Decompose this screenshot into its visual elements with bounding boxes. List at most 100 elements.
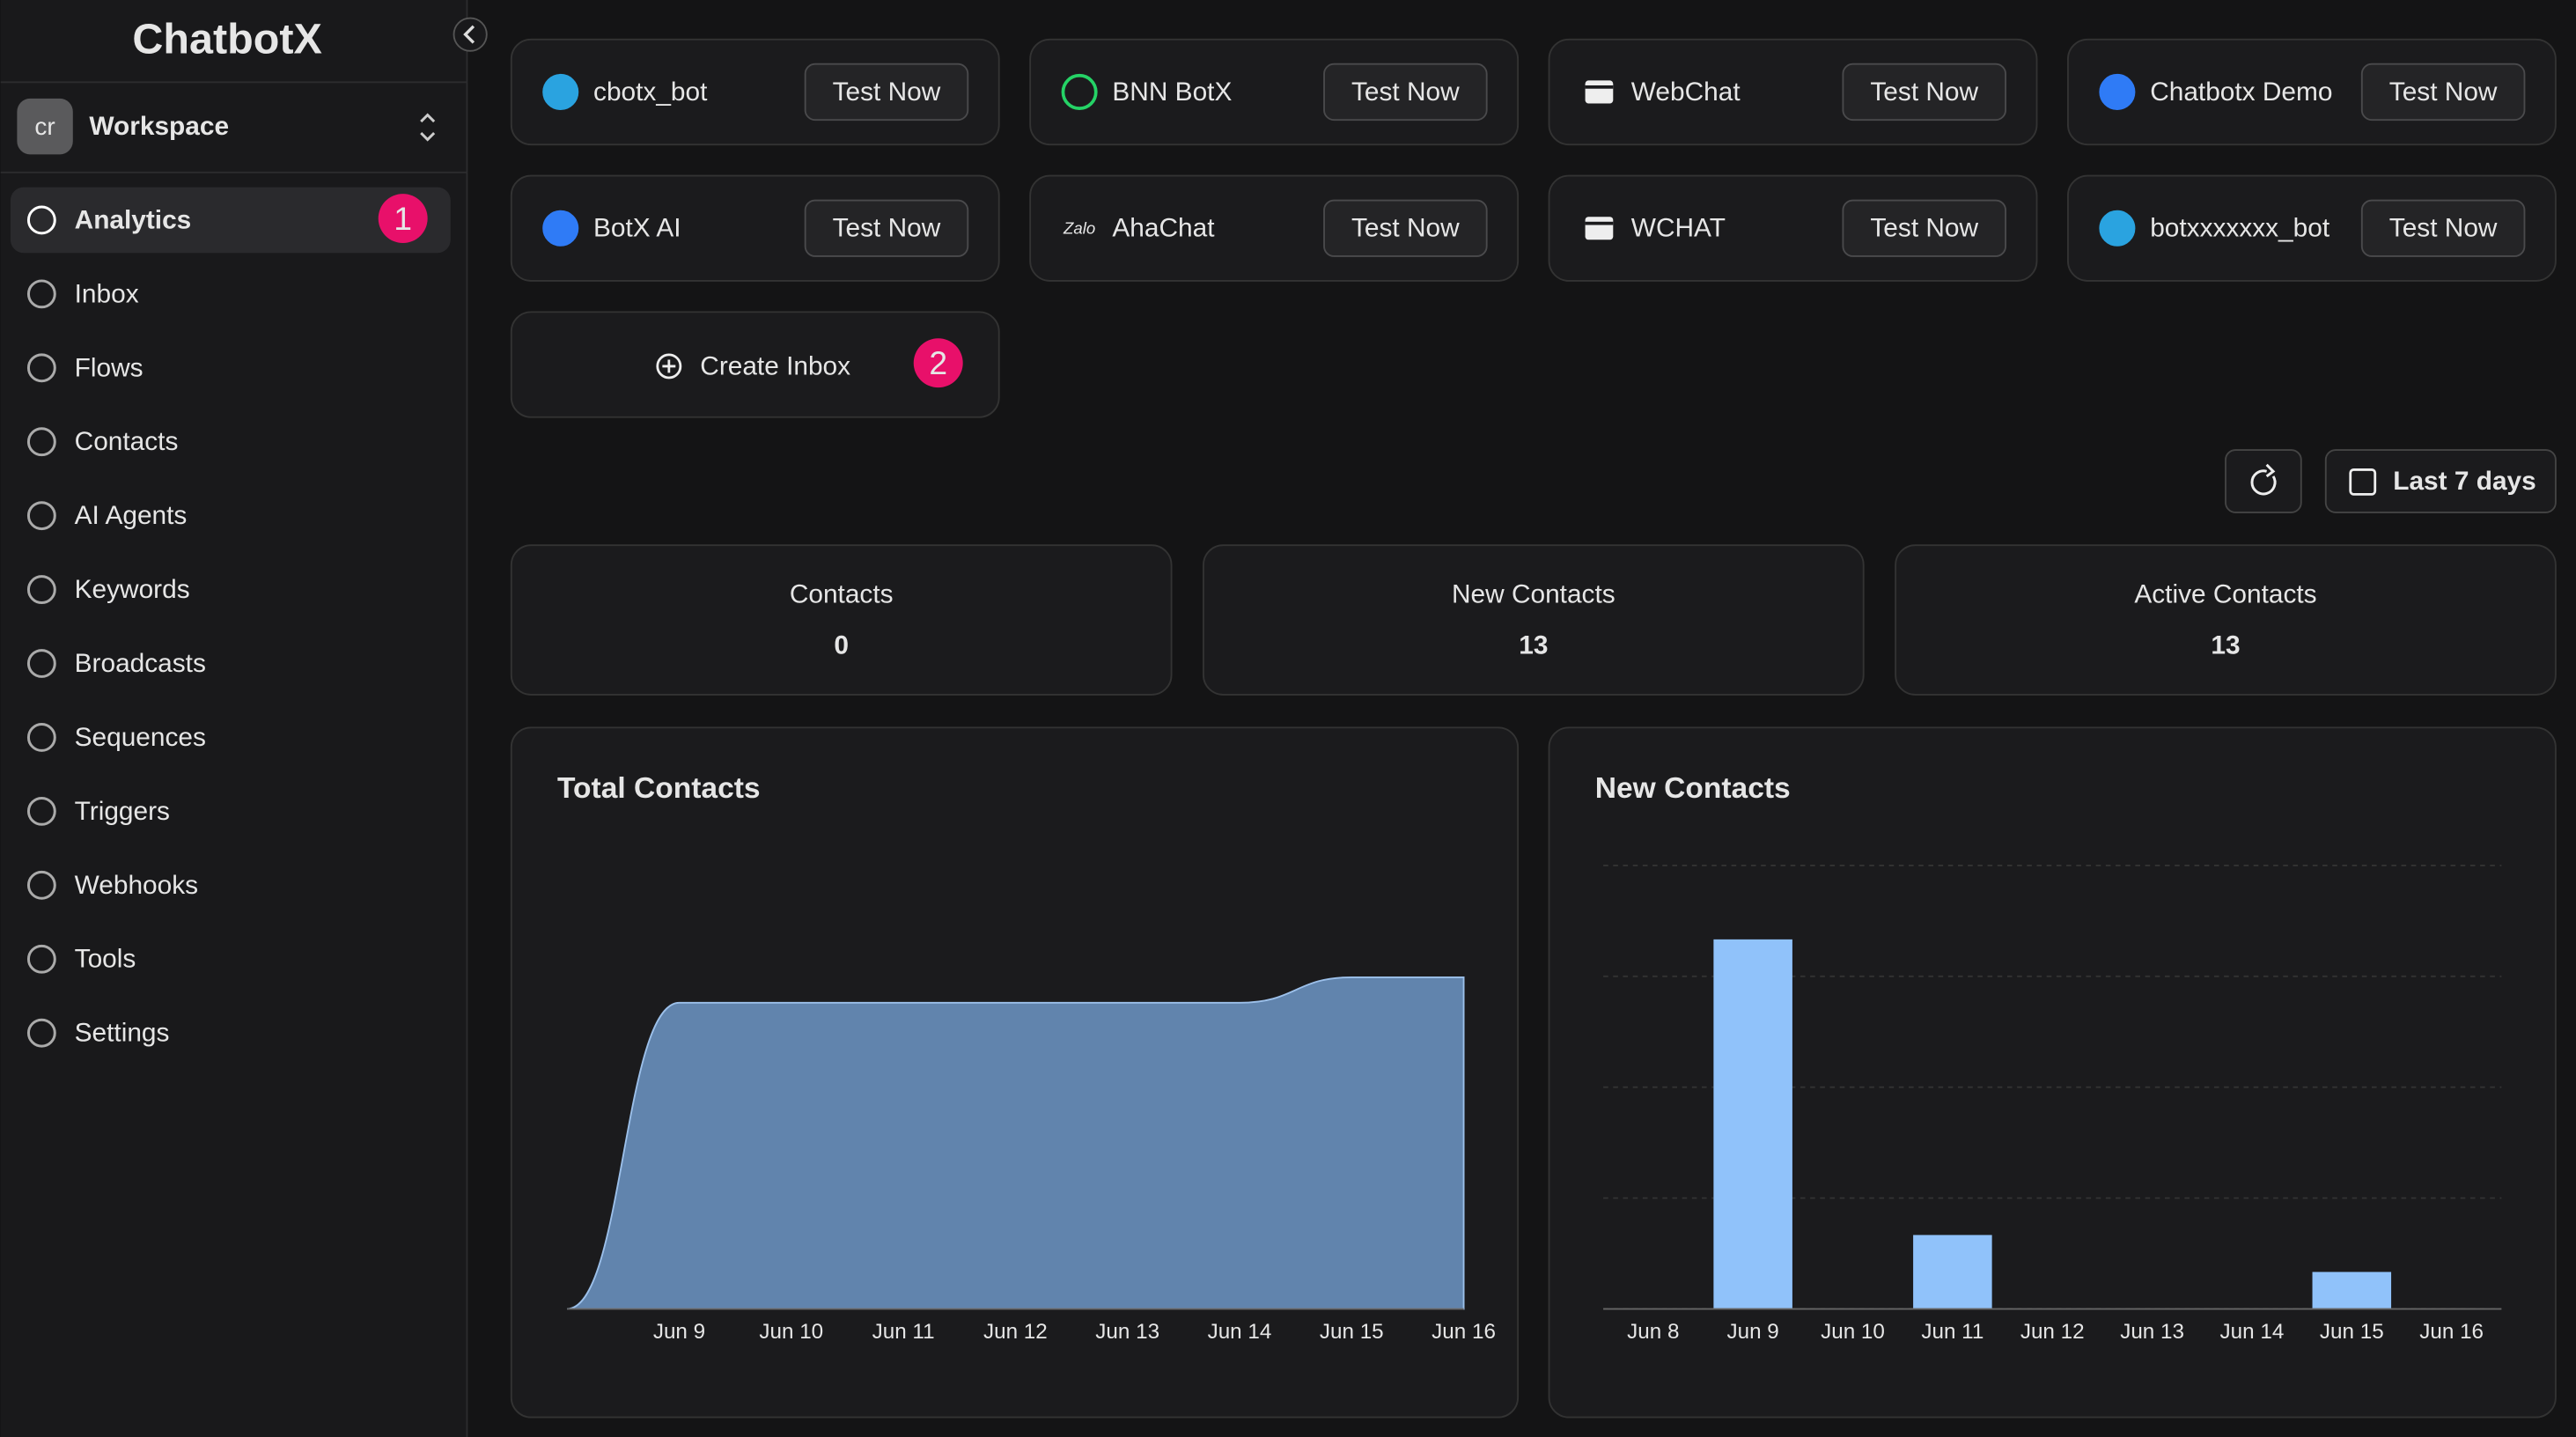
workspace-avatar-text: cr xyxy=(34,113,55,140)
test-now-label[interactable]: Test Now xyxy=(1870,214,1978,243)
x-tick-label: Jun 12 xyxy=(2020,1320,2085,1344)
x-tick-label: Jun 13 xyxy=(1095,1320,1159,1344)
nav-icon xyxy=(26,279,56,309)
x-tick-label: Jun 10 xyxy=(1821,1320,1885,1344)
inbox-name: WCHAT xyxy=(1631,214,1726,243)
create-inbox-label[interactable]: Create Inbox xyxy=(700,351,850,380)
annotation-number: 1 xyxy=(394,200,412,237)
nav-label[interactable]: Broadcasts xyxy=(75,649,206,678)
area xyxy=(567,976,1465,1310)
workspace-name[interactable]: Workspace xyxy=(89,112,229,141)
date-range-label[interactable]: Last 7 days xyxy=(2393,467,2536,496)
x-tick-label: Jun 12 xyxy=(983,1320,1048,1344)
inbox-icon-bar xyxy=(1585,85,1614,89)
nav-label[interactable]: Analytics xyxy=(75,205,192,234)
inbox-icon-text: Zalo xyxy=(1063,219,1095,238)
stat-value: 0 xyxy=(834,631,849,660)
test-now-button[interactable] xyxy=(1323,63,1488,122)
nav-icon xyxy=(26,501,56,531)
x-tick-label: Jun 8 xyxy=(1627,1320,1679,1344)
x-tick-label: Jun 14 xyxy=(2220,1320,2285,1344)
nav-icon xyxy=(26,353,56,383)
stat-card xyxy=(1203,544,1865,696)
nav-icon xyxy=(26,649,56,678)
inbox-icon xyxy=(1061,73,1098,110)
nav-label[interactable]: AI Agents xyxy=(75,501,188,530)
stat-label: Contacts xyxy=(790,580,894,609)
x-tick-label: Jun 15 xyxy=(2320,1320,2384,1344)
date-range-button[interactable] xyxy=(2324,449,2557,513)
x-tick-label: Jun 11 xyxy=(1921,1320,1984,1344)
nav-label[interactable]: Tools xyxy=(75,945,136,974)
bar xyxy=(1713,939,1792,1309)
inbox-icon-bar xyxy=(1585,221,1614,225)
test-now-label[interactable]: Test Now xyxy=(2389,214,2498,243)
test-now-label[interactable]: Test Now xyxy=(833,77,941,107)
nav-label[interactable]: Webhooks xyxy=(75,871,198,900)
nav-label[interactable]: Keywords xyxy=(75,575,190,604)
nav-label[interactable]: Contacts xyxy=(75,427,179,456)
test-now-button[interactable] xyxy=(1842,63,2006,122)
nav-icon xyxy=(26,427,56,457)
inbox-name: BotX AI xyxy=(593,214,681,243)
x-tick-label: Jun 9 xyxy=(1726,1320,1778,1344)
inbox-icon xyxy=(1585,80,1614,104)
stat-label: New Contacts xyxy=(1452,580,1616,609)
chart-title: Total Contacts xyxy=(557,772,761,805)
test-now-button[interactable] xyxy=(1323,199,1488,257)
nav-label[interactable]: Flows xyxy=(75,353,144,382)
test-now-button[interactable] xyxy=(804,63,969,122)
stat-card xyxy=(1895,544,2557,696)
nav-icon xyxy=(26,870,56,900)
nav-label[interactable]: Sequences xyxy=(75,723,206,752)
test-now-label[interactable]: Test Now xyxy=(1870,77,1978,107)
annotation-number: 2 xyxy=(929,344,947,381)
plus-icon xyxy=(656,353,682,380)
x-tick-label: Jun 14 xyxy=(1208,1320,1272,1344)
annotation-badge xyxy=(378,194,428,244)
inbox-icon xyxy=(542,73,579,110)
nav-label[interactable]: Settings xyxy=(75,1019,170,1048)
inbox-icon xyxy=(1585,217,1614,240)
stat-value: 13 xyxy=(1519,631,1548,660)
test-now-label[interactable]: Test Now xyxy=(1351,214,1460,243)
x-tick-label: Jun 9 xyxy=(653,1320,705,1344)
bar xyxy=(1913,1234,1992,1309)
test-now-button[interactable] xyxy=(2360,63,2526,122)
collapse-button[interactable] xyxy=(453,17,488,52)
stat-card xyxy=(510,544,1173,696)
nav-icon xyxy=(26,205,56,235)
test-now-label[interactable]: Test Now xyxy=(833,214,941,243)
test-now-button[interactable] xyxy=(2360,199,2526,257)
test-now-button[interactable] xyxy=(804,199,969,257)
workspace-avatar xyxy=(17,98,73,155)
inbox-icon xyxy=(2099,73,2136,110)
stat-value: 13 xyxy=(2211,631,2240,660)
refresh-icon xyxy=(2250,463,2277,496)
create-inbox-card[interactable] xyxy=(510,311,1000,418)
refresh-button[interactable] xyxy=(2225,449,2302,513)
x-tick-label: Jun 16 xyxy=(1432,1320,1496,1344)
chart-card xyxy=(1548,726,2557,1419)
test-now-label[interactable]: Test Now xyxy=(2389,77,2498,107)
inbox-icon xyxy=(2099,210,2136,247)
inbox-name: botxxxxxxx_bot xyxy=(2150,214,2330,243)
inbox-name: WebChat xyxy=(1631,77,1741,107)
test-now-label[interactable]: Test Now xyxy=(1351,77,1460,107)
logo: ChatbotX xyxy=(132,16,321,63)
x-tick-label: Jun 10 xyxy=(759,1320,823,1344)
x-tick-label: Jun 13 xyxy=(2120,1320,2184,1344)
test-now-button[interactable] xyxy=(1842,199,2006,257)
nav-label[interactable]: Inbox xyxy=(75,279,139,308)
nav-icon xyxy=(26,944,56,974)
calendar-icon xyxy=(2349,468,2377,496)
nav: Analytics 1 Inbox Flows Contacts AI Agents Key… xyxy=(10,187,451,1048)
nav-icon xyxy=(26,723,56,752)
workspace-chevron[interactable] xyxy=(420,113,436,142)
inbox-name: cbotx_bot xyxy=(593,77,708,107)
chart-title: New Contacts xyxy=(1595,772,1791,805)
x-tick-label: Jun 16 xyxy=(2419,1320,2484,1344)
nav-label[interactable]: Triggers xyxy=(75,797,170,826)
